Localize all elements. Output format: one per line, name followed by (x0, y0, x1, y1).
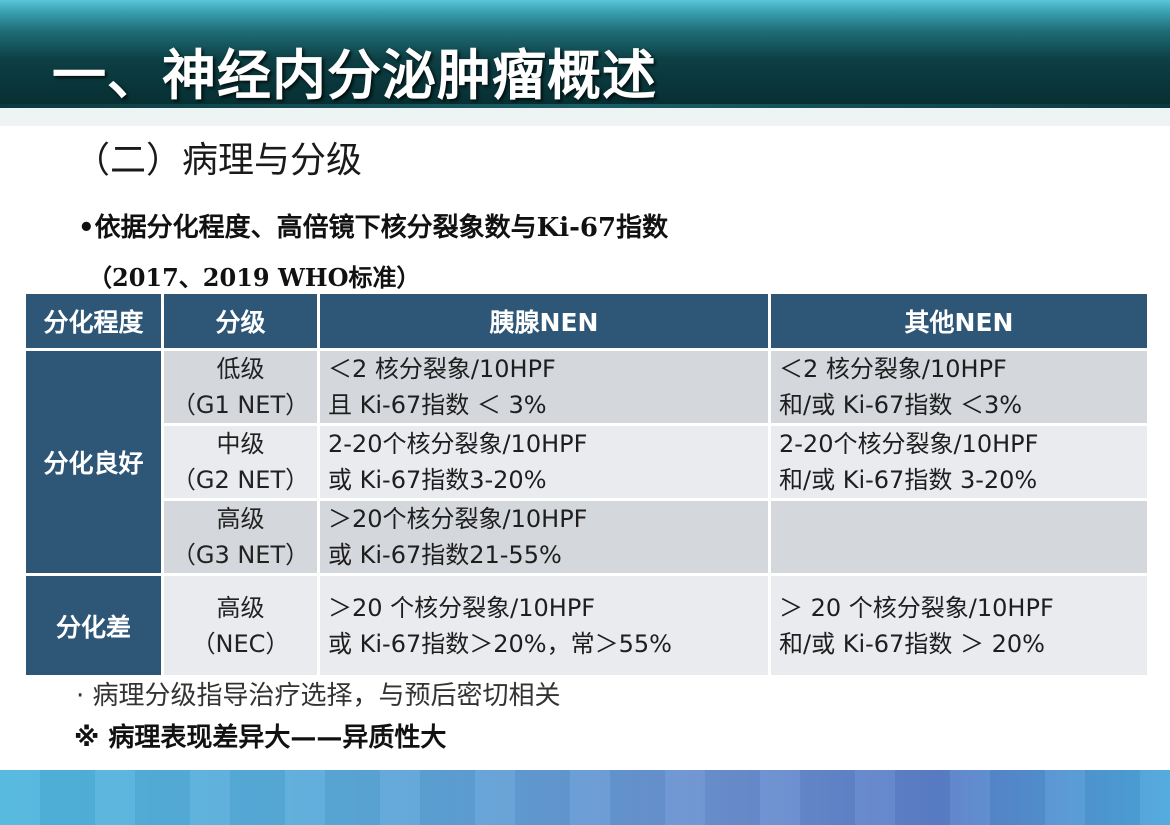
grade-code: （G3 NET） (171, 541, 310, 569)
ki67-criterion: 或 Ki-67指数3-20% (328, 466, 547, 494)
who-standard-note: （2017、2019 WHO标准） (88, 263, 421, 290)
header-other-nen: 其他NEN (768, 291, 1150, 351)
heterogeneity-note: ※ 病理表现差异大——异质性大 (74, 723, 447, 753)
grade-level: 中级 (216, 430, 265, 458)
bullet-criteria: •依据分化程度、高倍镜下核分裂象数与Ki-67指数 (78, 213, 669, 243)
title-banner (0, 0, 1170, 108)
ki67-criterion: 且 Ki-67指数 ＜ 3% (328, 391, 547, 419)
title-divider (0, 108, 1170, 126)
mitotic-criterion: ＞20 个核分裂象/10HPF (328, 593, 596, 622)
other-criteria-cell: 2-20个核分裂象/10HPF 和/或 Ki-67指数 3-20% (768, 423, 1150, 501)
mitotic-criterion: ＞20个核分裂象/10HPF (328, 505, 588, 533)
grade-level: 高级 (216, 505, 265, 533)
slide-title: 一、神经内分泌肿瘤概述 (52, 44, 657, 107)
grade-cell: 中级 （G2 NET） (161, 423, 320, 501)
grade-cell: 高级 （NEC） (161, 573, 320, 678)
mitotic-criterion: ＜2 核分裂象/10HPF (328, 355, 556, 383)
mitotic-criterion: ＜2 核分裂象/10HPF (779, 355, 1007, 383)
other-criteria-cell-empty (768, 498, 1150, 576)
footer-banner (0, 770, 1170, 825)
mitotic-criterion: 2-20个核分裂象/10HPF (779, 430, 1039, 458)
grade-code: （G2 NET） (171, 466, 310, 494)
grade-cell: 高级 （G3 NET） (161, 498, 320, 576)
header-pancreatic-nen: 胰腺NEN (317, 291, 771, 351)
grade-code: （G1 NET） (171, 391, 310, 419)
table-row: 中级 （G2 NET） 2-20个核分裂象/10HPF 或 Ki-67指数3-2… (25, 423, 1150, 501)
table-row: 分化差 高级 （NEC） ＞20 个核分裂象/10HPF 或 Ki-67指数＞2… (23, 573, 1150, 678)
other-criteria-cell: ＜2 核分裂象/10HPF 和/或 Ki-67指数 ＜3% (768, 348, 1150, 426)
ki67-criterion: 和/或 Ki-67指数 ＞ 20% (779, 629, 1045, 658)
table-header-row: 分化程度 分级 胰腺NEN 其他NEN (23, 291, 1150, 351)
pancreatic-criteria-cell: ＞20 个核分裂象/10HPF 或 Ki-67指数＞20%，常＞55% (317, 573, 771, 678)
header-grade: 分级 (161, 291, 320, 351)
group-well-differentiated: 分化良好 (23, 348, 164, 576)
section-title: （二）病理与分级 (74, 140, 363, 181)
header-differentiation: 分化程度 (23, 291, 164, 351)
pancreatic-criteria-cell: 2-20个核分裂象/10HPF 或 Ki-67指数3-20% (317, 423, 771, 501)
grade-level: 高级 (216, 593, 265, 622)
table-row: 分化良好 低级 （G1 NET） ＜2 核分裂象/10HPF 且 Ki-67指数… (23, 348, 1150, 576)
ki67-criterion: 或 Ki-67指数＞20%，常＞55% (328, 629, 672, 658)
table-row: 高级 （G3 NET） ＞20个核分裂象/10HPF 或 Ki-67指数21-5… (25, 498, 1150, 576)
ki67-criterion: 或 Ki-67指数21-55% (328, 541, 562, 569)
pancreatic-criteria-cell: ＞20个核分裂象/10HPF 或 Ki-67指数21-55% (317, 498, 771, 576)
mitotic-criterion: 2-20个核分裂象/10HPF (328, 430, 588, 458)
grade-level: 低级 (216, 355, 265, 383)
ki67-criterion: 和/或 Ki-67指数 ＜3% (779, 391, 1023, 419)
ki67-criterion: 和/或 Ki-67指数 3-20% (779, 466, 1038, 494)
prognosis-note: · 病理分级指导治疗选择，与预后密切相关 (76, 681, 561, 711)
grade-cell: 低级 （G1 NET） (161, 348, 320, 426)
grade-code: （NEC） (191, 629, 290, 658)
pancreatic-criteria-cell: ＜2 核分裂象/10HPF 且 Ki-67指数 ＜ 3% (317, 348, 771, 426)
group-poorly-differentiated: 分化差 (23, 573, 164, 678)
grading-table: 分化程度 分级 胰腺NEN 其他NEN 分化良好 低级 （G1 NET） ＜2 … (23, 291, 1150, 678)
mitotic-criterion: ＞ 20 个核分裂象/10HPF (779, 593, 1054, 622)
other-criteria-cell: ＞ 20 个核分裂象/10HPF 和/或 Ki-67指数 ＞ 20% (768, 573, 1150, 678)
